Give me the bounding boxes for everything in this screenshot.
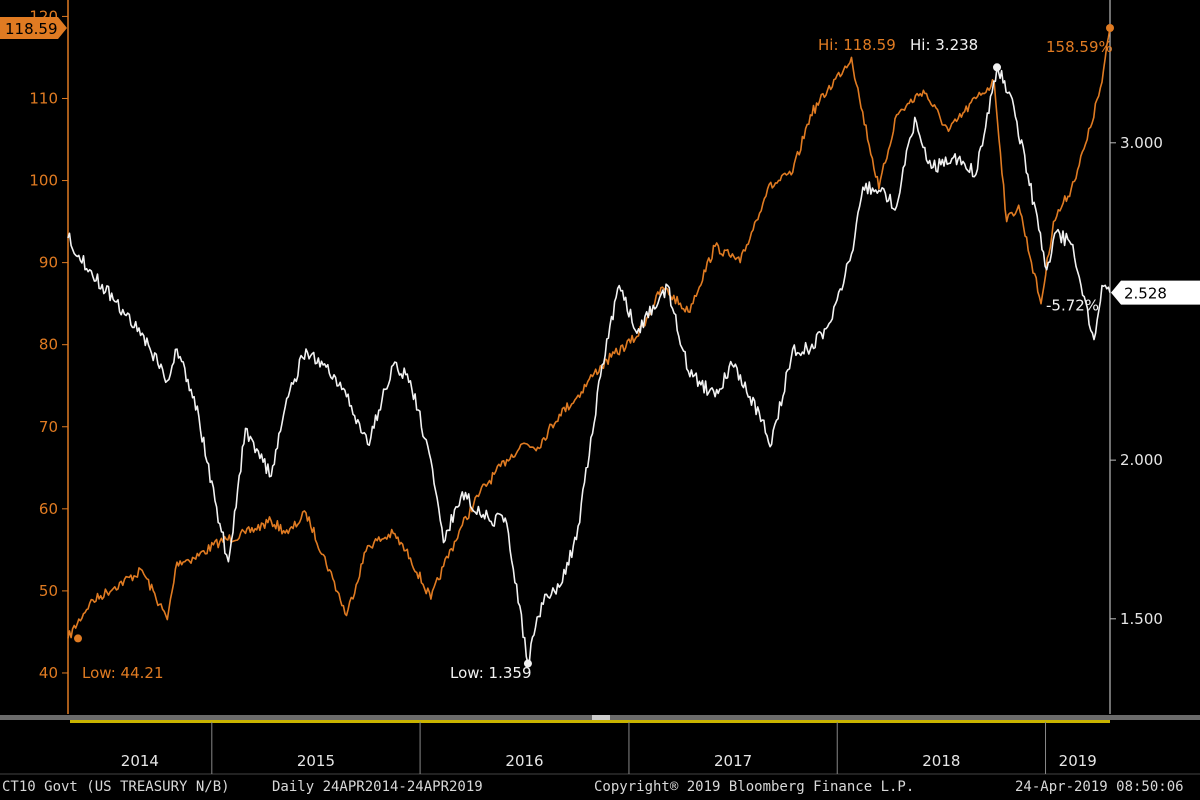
x-tick-label: 2017 bbox=[714, 752, 752, 770]
left-tick-label: 80 bbox=[39, 336, 58, 354]
chart-footer: CT10 Govt (US TREASURY N/B) Daily 24APR2… bbox=[0, 774, 1200, 800]
scroll-handle bbox=[592, 715, 610, 720]
white-last-flag bbox=[1111, 280, 1200, 305]
right-tick-label: 2.000 bbox=[1120, 451, 1163, 469]
orange-low-label: Low: 44.21 bbox=[82, 664, 163, 682]
footer-ticker: CT10 Govt (US TREASURY N/B) bbox=[2, 779, 230, 795]
x-tick-label: 2015 bbox=[297, 752, 335, 770]
white-low-label: Low: 1.359 bbox=[450, 664, 531, 682]
x-tick-label: 2018 bbox=[922, 752, 960, 770]
left-tick-label: 90 bbox=[39, 254, 58, 272]
left-tick-label: 110 bbox=[29, 89, 58, 107]
orange-last-flag-text: 118.59 bbox=[5, 20, 58, 38]
footer-timestamp: 24-Apr-2019 08:50:06 bbox=[1015, 779, 1184, 795]
white-low-dot bbox=[523, 659, 532, 668]
left-tick-label: 50 bbox=[39, 582, 58, 600]
white-high-dot bbox=[993, 63, 1002, 72]
orange-last-flag bbox=[0, 16, 67, 39]
chart-annotations: Low: 44.21 Low: 1.359 Hi: 3.238 Hi: 118.59 1… bbox=[0, 16, 1200, 682]
range-bar bbox=[70, 720, 1110, 723]
left-tick-label: 40 bbox=[39, 664, 58, 682]
white-series-line bbox=[67, 66, 1111, 665]
footer-copyright: Copyright® 2019 Bloomberg Finance L.P. bbox=[594, 779, 915, 795]
left-tick-label: 70 bbox=[39, 418, 58, 436]
orange-series-line bbox=[67, 27, 1111, 639]
right-tick-label: 1.500 bbox=[1120, 610, 1163, 628]
orange-last-dot bbox=[1106, 23, 1114, 32]
white-change-label: -5.72% bbox=[1046, 297, 1099, 315]
chart-series bbox=[67, 27, 1111, 665]
orange-low-dot bbox=[74, 634, 82, 643]
orange-change-label: 158.59% bbox=[1046, 38, 1113, 56]
right-tick-label: 3.000 bbox=[1120, 134, 1163, 152]
left-tick-label: 60 bbox=[39, 500, 58, 518]
white-last-flag-text: 2.528 bbox=[1124, 285, 1167, 303]
white-high-label: Hi: 3.238 bbox=[910, 36, 978, 54]
left-tick-label: 100 bbox=[29, 172, 58, 190]
footer-range: Daily 24APR2014-24APR2019 bbox=[272, 779, 483, 795]
x-tick-label: 2014 bbox=[121, 752, 159, 770]
x-tick-label: 2019 bbox=[1059, 752, 1097, 770]
x-tick-label: 2016 bbox=[505, 752, 543, 770]
orange-high-label: Hi: 118.59 bbox=[818, 36, 896, 54]
chart-axes: 4050607080901001101201.5002.0003.0002014… bbox=[0, 0, 1200, 775]
